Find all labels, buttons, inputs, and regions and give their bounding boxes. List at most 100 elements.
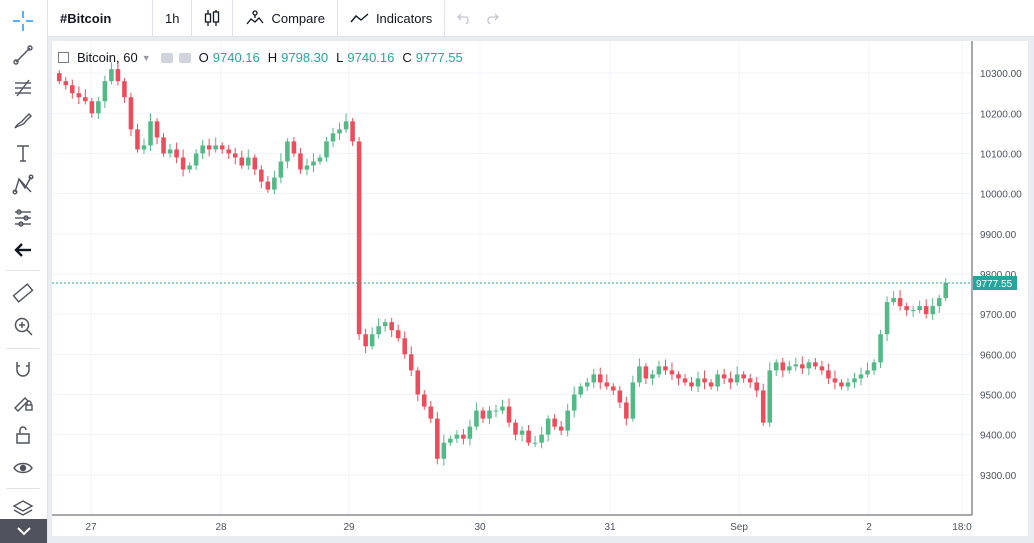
open-label: O — [198, 50, 209, 65]
candle-body — [324, 141, 329, 158]
ruler-icon[interactable] — [10, 280, 36, 306]
candlestick-chart[interactable]: 10300.00 10200.00 10100.00 10000.00 9900.00 9… — [52, 41, 1028, 536]
legend-visibility-icon[interactable] — [160, 52, 173, 63]
candle-body — [884, 302, 890, 335]
magnet-icon[interactable] — [10, 356, 36, 382]
indicators-label: Indicators — [375, 10, 433, 26]
fib-tool-icon[interactable] — [10, 75, 36, 101]
candle-body — [611, 386, 616, 391]
y-tick-label: 10200.00 — [980, 109, 1022, 120]
compare-button[interactable]: Compare — [233, 0, 338, 36]
back-arrow-icon[interactable] — [10, 237, 36, 263]
high-label: H — [267, 50, 278, 65]
candle-body — [311, 161, 316, 166]
candle-body — [448, 438, 453, 443]
candle-body — [923, 306, 929, 315]
candle-body — [350, 121, 355, 142]
candle-body — [148, 121, 153, 146]
candle-body — [604, 382, 610, 387]
candle-body — [650, 374, 655, 379]
candle-body — [441, 442, 447, 459]
candle-body — [826, 370, 831, 379]
candle-body — [741, 374, 746, 379]
pattern-icon[interactable] — [10, 172, 36, 198]
candle-body — [858, 374, 864, 379]
undo-redo — [445, 0, 511, 36]
indicators-button[interactable]: Indicators — [338, 0, 446, 36]
candle-body — [480, 410, 486, 419]
candle-body — [291, 141, 297, 154]
open-value: 9740.16 — [212, 50, 260, 65]
candle-body — [780, 362, 786, 371]
y-tick-label: 9600.00 — [980, 350, 1017, 361]
candle-body — [897, 298, 903, 307]
layers-icon[interactable] — [10, 496, 36, 522]
candle-body — [259, 169, 264, 182]
zoom-in-icon[interactable] — [10, 313, 36, 339]
candle-body — [787, 366, 792, 371]
drawing-toolbar — [0, 0, 48, 543]
candle-body — [806, 362, 812, 369]
candle-body — [865, 370, 870, 375]
collapse-legend-icon[interactable] — [58, 52, 69, 63]
candle-body — [89, 101, 95, 114]
prediction-icon[interactable] — [10, 205, 36, 231]
candle-body — [128, 97, 134, 130]
text-icon[interactable] — [10, 140, 36, 166]
legend-settings-icon[interactable] — [178, 52, 191, 63]
x-tick-label: Sep — [730, 522, 748, 533]
candle-body — [109, 69, 114, 82]
candle-body — [421, 394, 427, 407]
candle-body — [676, 374, 681, 379]
candle-body — [115, 69, 121, 82]
candle-body — [343, 121, 349, 130]
candle-body — [878, 334, 883, 363]
collapse-icon[interactable] — [0, 519, 47, 543]
y-tick-label: 9500.00 — [980, 390, 1017, 401]
symbol-search-button[interactable]: #Bitcoin — [48, 0, 153, 36]
candles-icon — [204, 9, 220, 27]
unlock-icon[interactable] — [10, 422, 36, 448]
candle-body — [122, 81, 127, 98]
candle-body — [597, 374, 603, 383]
candle-body — [760, 390, 766, 423]
chart-pane[interactable]: 10300.00 10200.00 10100.00 10000.00 9900.00 9… — [52, 41, 1028, 536]
indicators-icon — [350, 11, 370, 25]
candle-body — [539, 434, 544, 443]
eye-icon[interactable] — [10, 455, 36, 481]
chart-type-button[interactable] — [192, 0, 234, 36]
candle-body — [552, 418, 557, 427]
candle-body — [206, 145, 212, 150]
candle-body — [715, 374, 720, 387]
crosshair-icon[interactable] — [10, 8, 36, 34]
undo-icon[interactable] — [457, 12, 471, 24]
candle-body — [487, 410, 492, 419]
candle-body — [871, 362, 877, 371]
candle-body — [643, 366, 649, 379]
candle-body — [161, 137, 166, 154]
trend-line-icon[interactable] — [10, 42, 36, 68]
candle-body — [96, 101, 101, 114]
candle-body — [467, 426, 473, 439]
candle-body — [728, 378, 733, 383]
candle-body — [193, 153, 199, 166]
candle-body — [852, 378, 857, 383]
legend-dropdown-icon[interactable]: ▼ — [141, 52, 151, 63]
candle-body — [395, 330, 401, 339]
brush-icon[interactable] — [10, 108, 36, 134]
redo-icon[interactable] — [485, 12, 500, 24]
y-tick-label: 9400.00 — [980, 431, 1017, 442]
interval-button[interactable]: 1h — [153, 0, 193, 36]
low-value: 9740.16 — [347, 50, 395, 65]
lock-drawings-icon[interactable] — [10, 389, 36, 415]
candle-body — [747, 378, 753, 383]
candle-body — [936, 298, 942, 307]
candle-body — [839, 382, 844, 387]
candle-body — [474, 410, 479, 427]
candle-body — [200, 145, 205, 154]
candle-body — [943, 282, 949, 299]
candle-body — [565, 410, 570, 431]
candle-body — [493, 410, 499, 412]
candle-body — [167, 149, 173, 154]
low-label: L — [336, 50, 344, 65]
